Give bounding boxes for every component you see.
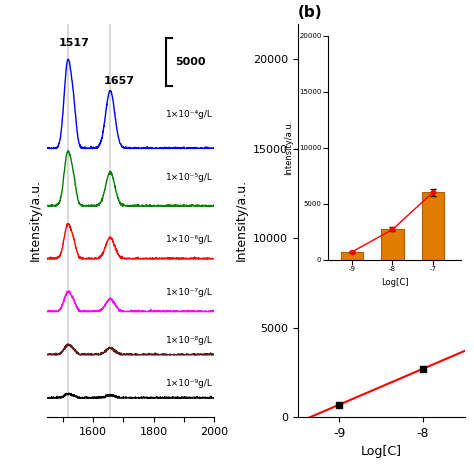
X-axis label: Log[C]: Log[C] (361, 446, 401, 458)
Y-axis label: Intensity/a.u.: Intensity/a.u. (29, 179, 42, 262)
Text: 1×10⁻⁴g/L: 1×10⁻⁴g/L (166, 110, 213, 119)
Text: 1×10⁻⁹g/L: 1×10⁻⁹g/L (166, 379, 213, 388)
Text: 1657: 1657 (104, 76, 135, 86)
Text: (b): (b) (298, 5, 322, 20)
Text: 1×10⁻⁷g/L: 1×10⁻⁷g/L (166, 288, 213, 297)
Text: 5000: 5000 (175, 57, 205, 67)
Y-axis label: Intensity/a.u.: Intensity/a.u. (234, 179, 247, 262)
Point (419, 365, 427, 373)
Point (336, 401, 343, 409)
Text: 1×10⁻⁸g/L: 1×10⁻⁸g/L (166, 336, 213, 345)
Text: 1517: 1517 (59, 38, 90, 48)
Text: 1×10⁻⁶g/L: 1×10⁻⁶g/L (166, 235, 213, 244)
Text: 1×10⁻⁵g/L: 1×10⁻⁵g/L (166, 173, 213, 182)
